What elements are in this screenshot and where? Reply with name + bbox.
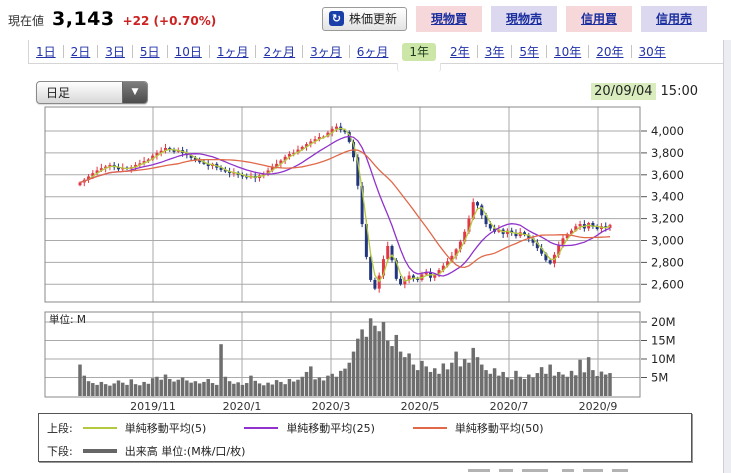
refresh-icon: ↻ <box>328 11 344 26</box>
period-tabbar: 1日 2日 3日 5日 10日 1ヶ月 2ヶ月 3ヶ月 6ヶ月 1年 2年 3年… <box>28 40 728 72</box>
price-change: +22 (+0.70%) <box>122 14 217 28</box>
tab-separator <box>588 45 590 58</box>
price-header: 現在値 3,143 +22 (+0.70%) ↻ 株価更新 現物買 現物売 信用… <box>8 6 707 32</box>
legend-lower-label: 下段: <box>47 445 73 458</box>
tab-2day[interactable]: 2日 <box>70 44 91 59</box>
tab-separator <box>302 45 304 58</box>
chart-type-dropdown[interactable]: 日足 ▼ <box>36 81 148 104</box>
refresh-button-label: 株価更新 <box>348 12 397 26</box>
volume-bar-swatch <box>82 449 117 453</box>
tab-30year[interactable]: 30年 <box>638 44 666 59</box>
svg-text:3,400: 3,400 <box>651 190 684 204</box>
svg-text:2020/5: 2020/5 <box>401 400 440 413</box>
tab-5day[interactable]: 5日 <box>139 44 160 59</box>
header-buttons: ↻ 株価更新 現物買 現物売 信用買 信用売 <box>321 6 707 32</box>
ma25-line-swatch <box>244 427 279 429</box>
svg-text:5M: 5M <box>651 371 668 385</box>
tab-separator <box>348 45 350 58</box>
current-price-label: 現在値 <box>8 14 45 28</box>
quote-timestamp: 20/09/04 15:00 <box>591 83 698 100</box>
tab-separator <box>97 45 99 58</box>
tab-separator <box>208 45 210 58</box>
svg-text:3,200: 3,200 <box>651 212 684 226</box>
tab-3month[interactable]: 3ヶ月 <box>310 44 342 59</box>
ma50-line-swatch <box>412 427 447 429</box>
right-scroll-strip[interactable] <box>723 40 731 473</box>
svg-text:3,800: 3,800 <box>651 146 684 160</box>
svg-text:4,000: 4,000 <box>651 124 684 138</box>
stock-chart-svg: 4,000 3,800 3,600 3,400 3,200 3,000 2,800 2,600… <box>44 106 684 413</box>
quote-time: 15:00 <box>660 84 698 99</box>
svg-text:3,000: 3,000 <box>651 234 684 248</box>
tab-separator <box>545 45 547 58</box>
tab-5year[interactable]: 5年 <box>519 44 539 59</box>
tab-6month[interactable]: 6ヶ月 <box>356 44 389 59</box>
chart-area: 4,000 3,800 3,600 3,400 3,200 3,000 2,800 2,600… <box>40 103 695 418</box>
tab-separator <box>476 45 478 58</box>
svg-text:15M: 15M <box>651 334 676 348</box>
svg-text:2,600: 2,600 <box>651 277 684 291</box>
chart-legend: 上段: 単純移動平均(5) 単純移動平均(25) 単純移動平均(50) 下段: … <box>38 413 692 462</box>
svg-text:2020/1: 2020/1 <box>223 400 262 413</box>
cash-sell-button[interactable]: 現物売 <box>491 6 557 32</box>
tab-separator <box>630 45 632 58</box>
svg-text:2,800: 2,800 <box>651 255 684 269</box>
cropped-text-remnant <box>468 469 708 473</box>
svg-text:2019/11: 2019/11 <box>130 400 176 413</box>
tab-2year[interactable]: 2年 <box>450 44 470 59</box>
refresh-price-button[interactable]: ↻ 株価更新 <box>321 7 407 31</box>
svg-text:2020/3: 2020/3 <box>312 400 351 413</box>
tab-separator <box>131 45 133 58</box>
svg-text:10M: 10M <box>651 352 676 366</box>
chart-type-value: 日足 <box>46 86 71 100</box>
chevron-down-icon[interactable]: ▼ <box>122 82 147 103</box>
svg-text:単位: M: 単位: M <box>49 313 86 326</box>
ma5-line-swatch <box>82 427 117 429</box>
volume-legend-label: 出来高 単位:(M株/口/枚) <box>124 445 246 458</box>
tab-3year[interactable]: 3年 <box>484 44 505 59</box>
current-price-value: 3,143 <box>52 8 115 30</box>
tab-20year[interactable]: 20年 <box>596 44 624 59</box>
tab-3day[interactable]: 3日 <box>105 44 125 59</box>
ma25-legend-label: 単純移動平均(25) <box>286 422 375 435</box>
ma5-legend-label: 単純移動平均(5) <box>124 422 207 435</box>
margin-sell-button[interactable]: 信用売 <box>641 6 707 32</box>
tab-10year[interactable]: 10年 <box>553 44 582 59</box>
tab-separator <box>62 45 64 58</box>
quote-date: 20/09/04 <box>591 83 656 100</box>
tab-10day[interactable]: 10日 <box>174 44 202 59</box>
svg-text:2020/7: 2020/7 <box>490 400 529 413</box>
tab-separator <box>255 45 257 58</box>
tab-2month[interactable]: 2ヶ月 <box>263 44 296 59</box>
svg-text:3,600: 3,600 <box>651 168 684 182</box>
ma50-legend-label: 単純移動平均(50) <box>454 422 544 435</box>
svg-text:2020/9: 2020/9 <box>579 400 618 413</box>
tab-separator <box>166 45 168 58</box>
legend-upper-label: 上段: <box>47 422 73 435</box>
tab-separator <box>511 45 513 58</box>
tab-1year-selected[interactable]: 1年 <box>395 40 444 72</box>
tab-1month[interactable]: 1ヶ月 <box>216 44 249 59</box>
cash-buy-button[interactable]: 現物買 <box>416 6 482 32</box>
margin-buy-button[interactable]: 信用買 <box>566 6 632 32</box>
svg-text:20M: 20M <box>651 315 676 329</box>
tab-1day[interactable]: 1日 <box>36 44 56 59</box>
